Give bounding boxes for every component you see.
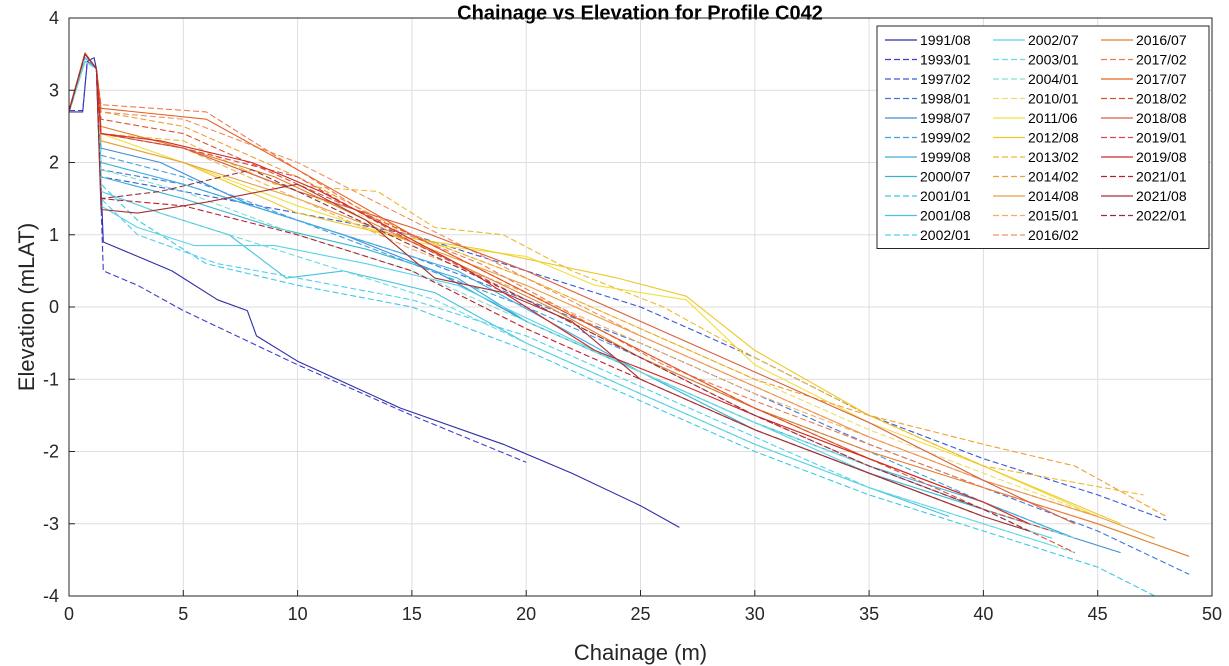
series-line bbox=[68, 53, 1030, 532]
x-tick-label: 20 bbox=[516, 604, 536, 624]
y-tick-label: 1 bbox=[49, 225, 59, 245]
legend-label: 2014/02 bbox=[1028, 169, 1079, 185]
x-tick-label: 25 bbox=[630, 604, 650, 624]
x-tick-label: 45 bbox=[1088, 604, 1108, 624]
y-tick-label: 0 bbox=[49, 297, 59, 317]
legend-label: 2022/01 bbox=[1136, 208, 1187, 224]
series-line bbox=[68, 53, 1076, 554]
legend-label: 2021/08 bbox=[1136, 188, 1187, 204]
axis-ticks: 0 5 10 15 20 25 30 35 40 45 50 -4 -3 -2 -1 0 1 2 3 4 bbox=[43, 8, 1222, 624]
legend-label: 2015/01 bbox=[1028, 208, 1079, 224]
legend-label: 2013/02 bbox=[1028, 149, 1079, 165]
legend-label: 2017/07 bbox=[1136, 71, 1187, 87]
series-lines bbox=[68, 52, 1190, 597]
x-tick-label: 15 bbox=[402, 604, 422, 624]
x-axis-label: Chainage (m) bbox=[574, 640, 707, 665]
legend-label: 2016/02 bbox=[1028, 227, 1079, 243]
legend-label: 2018/08 bbox=[1136, 110, 1187, 126]
legend-label: 2001/08 bbox=[920, 208, 971, 224]
x-tick-label: 30 bbox=[745, 604, 765, 624]
legend-label: 2012/08 bbox=[1028, 130, 1079, 146]
chart-title: Chainage vs Elevation for Profile C042 bbox=[457, 3, 823, 25]
legend-label: 2002/01 bbox=[920, 227, 971, 243]
x-tick-label: 40 bbox=[973, 604, 993, 624]
legend-label: 1998/01 bbox=[920, 91, 971, 107]
x-tick-label: 35 bbox=[859, 604, 879, 624]
y-tick-label: -4 bbox=[43, 586, 59, 606]
legend-label: 2011/06 bbox=[1028, 110, 1078, 126]
legend-label: 2019/08 bbox=[1136, 149, 1187, 165]
y-tick-label: 4 bbox=[49, 8, 59, 28]
legend-label: 2010/01 bbox=[1028, 91, 1079, 107]
x-tick-label: 5 bbox=[178, 604, 188, 624]
legend-label: 2000/07 bbox=[920, 169, 971, 185]
y-tick-label: 2 bbox=[49, 153, 59, 173]
legend-label: 2021/01 bbox=[1136, 169, 1187, 185]
y-tick-label: -2 bbox=[43, 442, 59, 462]
legend-label: 2003/01 bbox=[1028, 52, 1079, 68]
legend-label: 1999/08 bbox=[920, 149, 971, 165]
series-line bbox=[69, 60, 527, 463]
y-tick-label: -1 bbox=[43, 369, 59, 389]
legend-box bbox=[876, 25, 1210, 249]
y-axis-label: Elevation (mLAT) bbox=[14, 223, 39, 391]
x-tick-label: 50 bbox=[1202, 604, 1222, 624]
legend-label: 2017/02 bbox=[1136, 52, 1187, 68]
x-tick-label: 10 bbox=[288, 604, 308, 624]
legend-label: 1999/02 bbox=[920, 130, 971, 146]
series-line bbox=[68, 60, 1053, 546]
legend-label: 2004/01 bbox=[1028, 71, 1079, 87]
series-line bbox=[68, 53, 1098, 518]
legend-label: 2016/07 bbox=[1136, 32, 1187, 48]
y-tick-label: -3 bbox=[43, 514, 59, 534]
x-tick-label: 0 bbox=[64, 604, 74, 624]
legend-label: 1993/01 bbox=[920, 52, 971, 68]
series-line bbox=[68, 53, 1098, 518]
legend-label: 2019/01 bbox=[1136, 130, 1187, 146]
legend-label: 2018/02 bbox=[1136, 91, 1187, 107]
legend-label: 1998/07 bbox=[920, 110, 971, 126]
series-line bbox=[69, 57, 680, 528]
legend-label: 2002/07 bbox=[1028, 32, 1079, 48]
series-line bbox=[68, 53, 1030, 525]
y-tick-label: 3 bbox=[49, 80, 59, 100]
legend-label: 1991/08 bbox=[920, 32, 971, 48]
legend-label: 1997/02 bbox=[920, 71, 971, 87]
legend-label: 2014/08 bbox=[1028, 188, 1079, 204]
legend-label: 2001/01 bbox=[920, 188, 971, 204]
legend: 1991/08 1993/01 1997/02 1998/01 1998/07 1999/… bbox=[876, 25, 1210, 249]
